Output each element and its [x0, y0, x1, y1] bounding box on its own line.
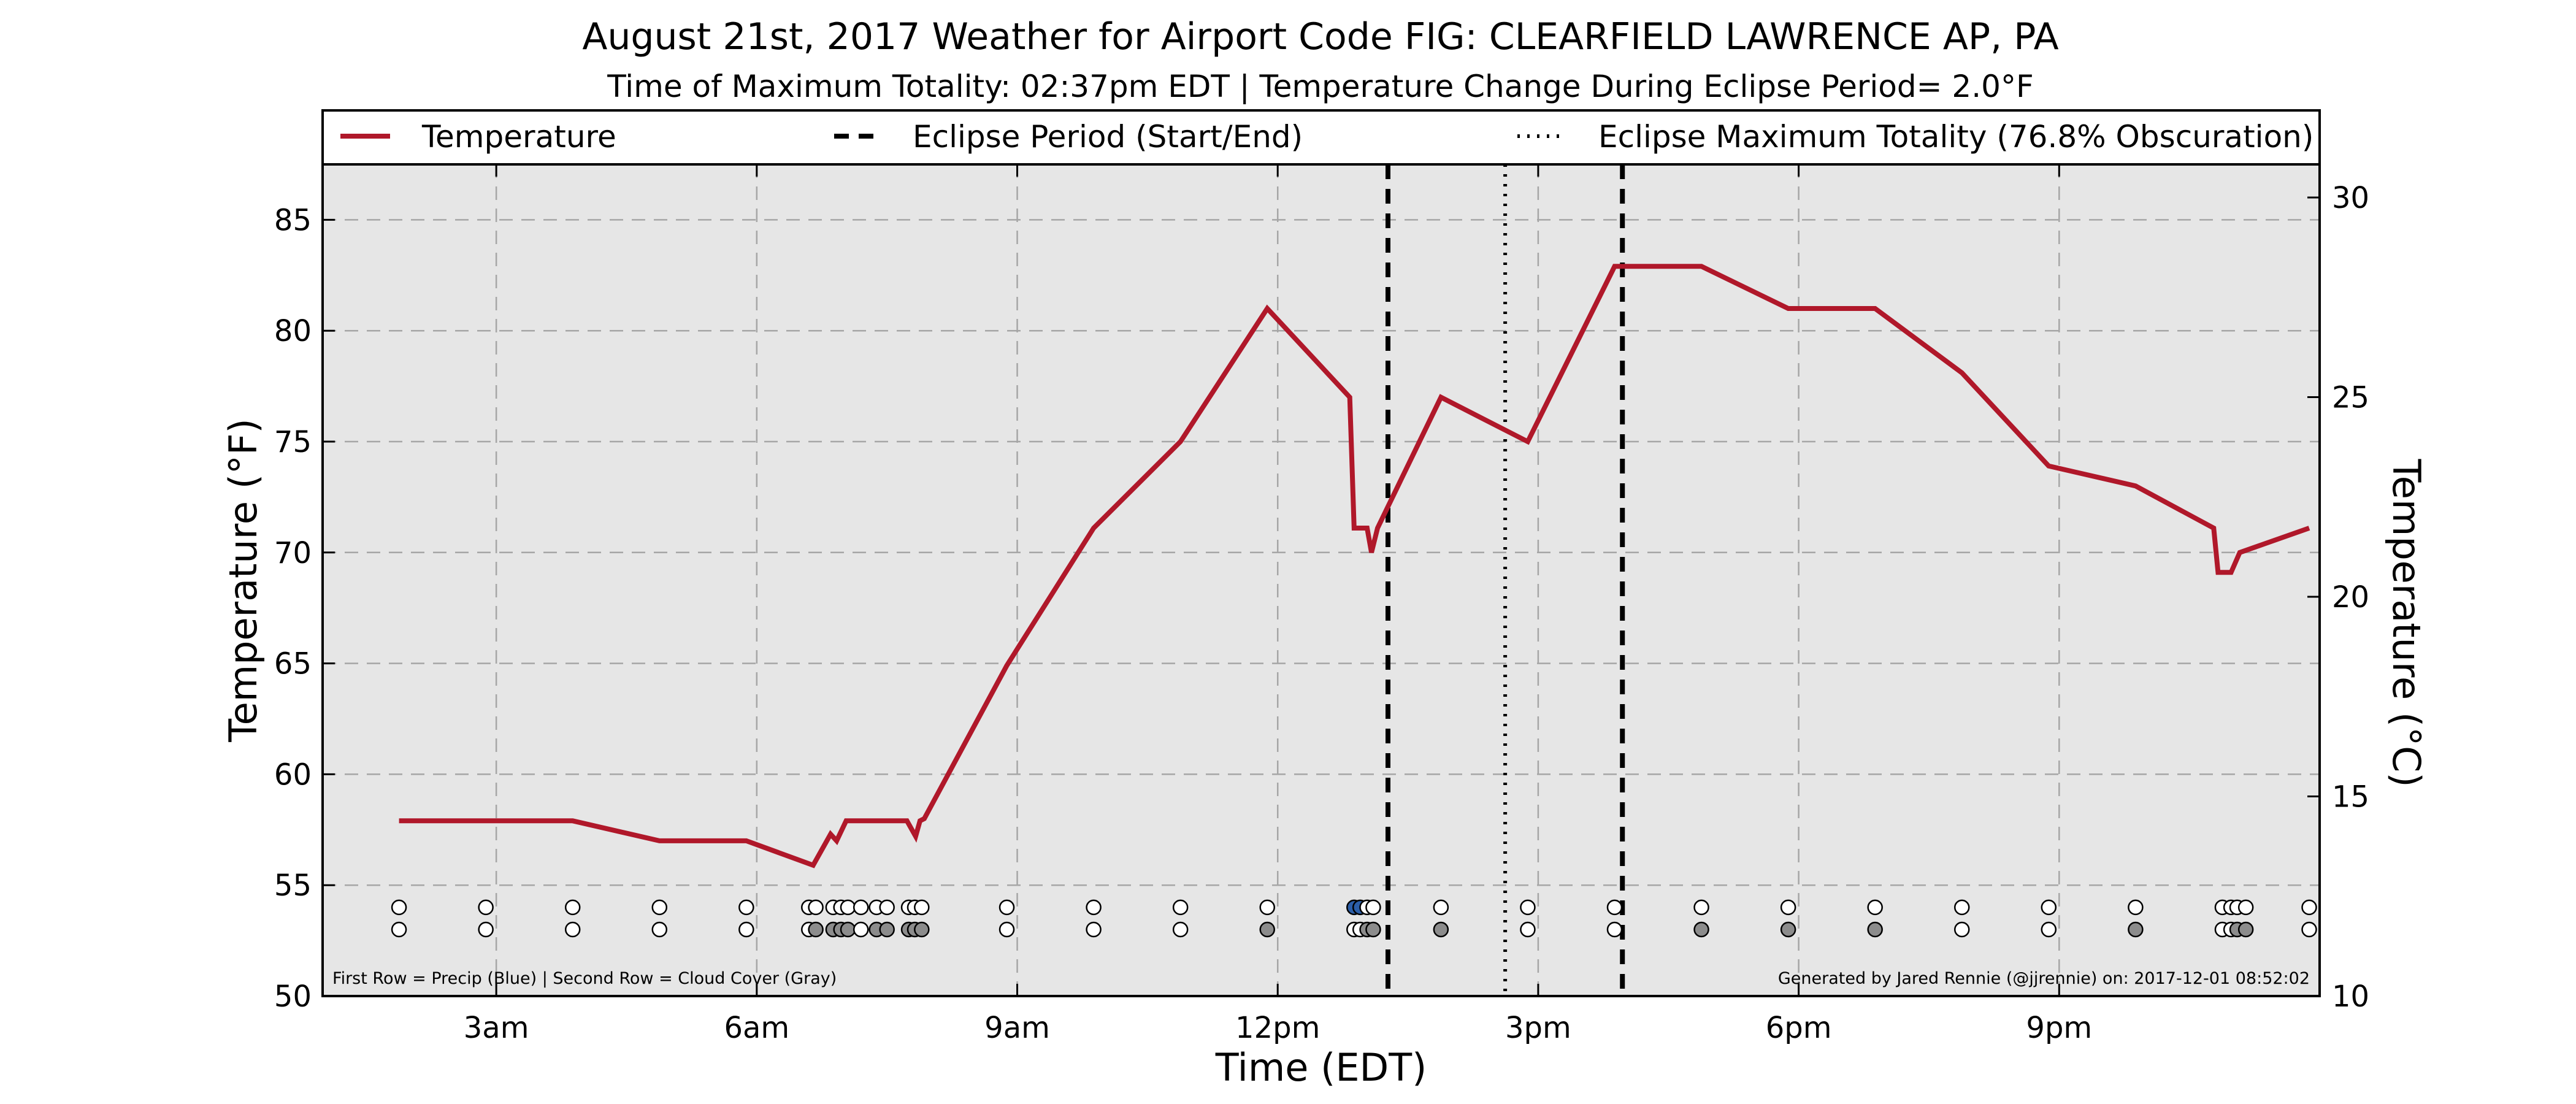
cloud-marker [2041, 921, 2057, 938]
y-tick-label-right: 15 [2332, 780, 2369, 815]
cloud-marker [914, 921, 930, 938]
cloud-marker [564, 921, 581, 938]
precip-marker [1259, 899, 1275, 916]
cloud-marker [1365, 921, 1381, 938]
y-tick-label-right: 25 [2332, 381, 2369, 415]
cloud-marker [999, 921, 1015, 938]
cloud-marker [1867, 921, 1883, 938]
x-tick-label: 3am [464, 1011, 529, 1045]
precip-marker [2301, 899, 2317, 916]
cloud-marker [2237, 921, 2254, 938]
footnote-left: First Row = Precip (Blue) | Second Row =… [332, 969, 837, 988]
legend: Temperature Eclipse Period (Start/End) E… [321, 109, 2321, 166]
cloud-marker [808, 921, 824, 938]
y-tick-label-right: 10 [2332, 979, 2369, 1014]
cloud-marker [478, 921, 494, 938]
temperature-series-line [399, 264, 2310, 868]
precip-marker [2128, 899, 2144, 916]
x-tick-label: 9am [984, 1011, 1050, 1045]
y-tick-label-left: 60 [274, 757, 312, 792]
footnote-right: Generated by Jared Rennie (@jjrennie) on… [1778, 969, 2310, 988]
precip-marker [1693, 899, 1709, 916]
precip-marker [478, 899, 494, 916]
precip-marker [808, 899, 824, 916]
precip-marker [999, 899, 1015, 916]
cloud-marker [651, 921, 668, 938]
y-axis-label-left: Temperature (°F) [221, 418, 266, 742]
x-axis-label: Time (EDT) [1215, 1045, 1427, 1090]
cloud-marker [1606, 921, 1623, 938]
x-tick-label: 3pm [1505, 1011, 1571, 1045]
precip-marker [1867, 899, 1883, 916]
legend-frame [321, 109, 2321, 166]
precip-marker [879, 899, 895, 916]
precip-marker [2237, 899, 2254, 916]
chart-title: August 21st, 2017 Weather for Airport Co… [582, 15, 2058, 58]
y-tick-label-left: 70 [274, 536, 312, 570]
precip-marker [1172, 899, 1189, 916]
cloud-marker [1954, 921, 1970, 938]
y-tick-label-right: 20 [2332, 580, 2369, 615]
precip-marker [1954, 899, 1970, 916]
cloud-marker [1520, 921, 1536, 938]
cloud-marker [853, 921, 869, 938]
cloud-marker [1433, 921, 1449, 938]
precip-marker [2041, 899, 2057, 916]
y-tick-label-left: 80 [274, 314, 312, 348]
cloud-marker [1693, 921, 1709, 938]
x-tick-label: 9pm [2026, 1011, 2092, 1045]
cloud-marker [738, 921, 754, 938]
y-axis-label-right: Temperature (°C) [2384, 458, 2429, 787]
x-tick-label: 6pm [1766, 1011, 1832, 1045]
cloud-marker [1172, 921, 1189, 938]
precip-marker [840, 899, 856, 916]
cloud-marker [840, 921, 856, 938]
cloud-marker [1086, 921, 1102, 938]
observation-markers [391, 899, 2317, 938]
x-tick-label: 6am [724, 1011, 789, 1045]
series-layer [399, 264, 2310, 868]
precip-marker [1086, 899, 1102, 916]
legend-label-max-totality: Eclipse Maximum Totality (76.8% Obscurat… [1598, 119, 2313, 155]
y-tick-label-left: 65 [274, 647, 312, 681]
cloud-marker [391, 921, 407, 938]
chart-subtitle: Time of Maximum Totality: 02:37pm EDT | … [607, 69, 2033, 104]
x-tick-label: 12pm [1235, 1011, 1320, 1045]
precip-marker [1433, 899, 1449, 916]
y-tick-label-left: 75 [274, 425, 312, 459]
cloud-marker [2128, 921, 2144, 938]
y-tick-label-right: 30 [2332, 181, 2369, 215]
cloud-marker [2301, 921, 2317, 938]
precip-marker [853, 899, 869, 916]
precip-marker [391, 899, 407, 916]
y-tick-label-left: 50 [274, 979, 312, 1014]
precip-marker [1606, 899, 1623, 916]
gridlines [323, 164, 2320, 996]
precip-marker [564, 899, 581, 916]
y-tick-label-left: 85 [274, 203, 312, 237]
cloud-marker [879, 921, 895, 938]
cloud-marker [1259, 921, 1275, 938]
legend-label-temperature: Temperature [421, 119, 616, 155]
precip-marker [651, 899, 668, 916]
y-tick-label-left: 55 [274, 868, 312, 903]
precip-marker [1365, 899, 1381, 916]
legend-label-eclipse-period: Eclipse Period (Start/End) [913, 119, 1303, 155]
eclipse-markers [1386, 164, 1625, 996]
plot-area [323, 164, 2320, 996]
axis-ticks: 3am 6am 9am 12pm 3pm 6pm 9pm 50 55 60 65 70 75 80 85 10… [274, 164, 2369, 1045]
precip-marker [1520, 899, 1536, 916]
precip-marker [738, 899, 754, 916]
cloud-marker [1780, 921, 1796, 938]
precip-marker [914, 899, 930, 916]
precip-marker [1780, 899, 1796, 916]
